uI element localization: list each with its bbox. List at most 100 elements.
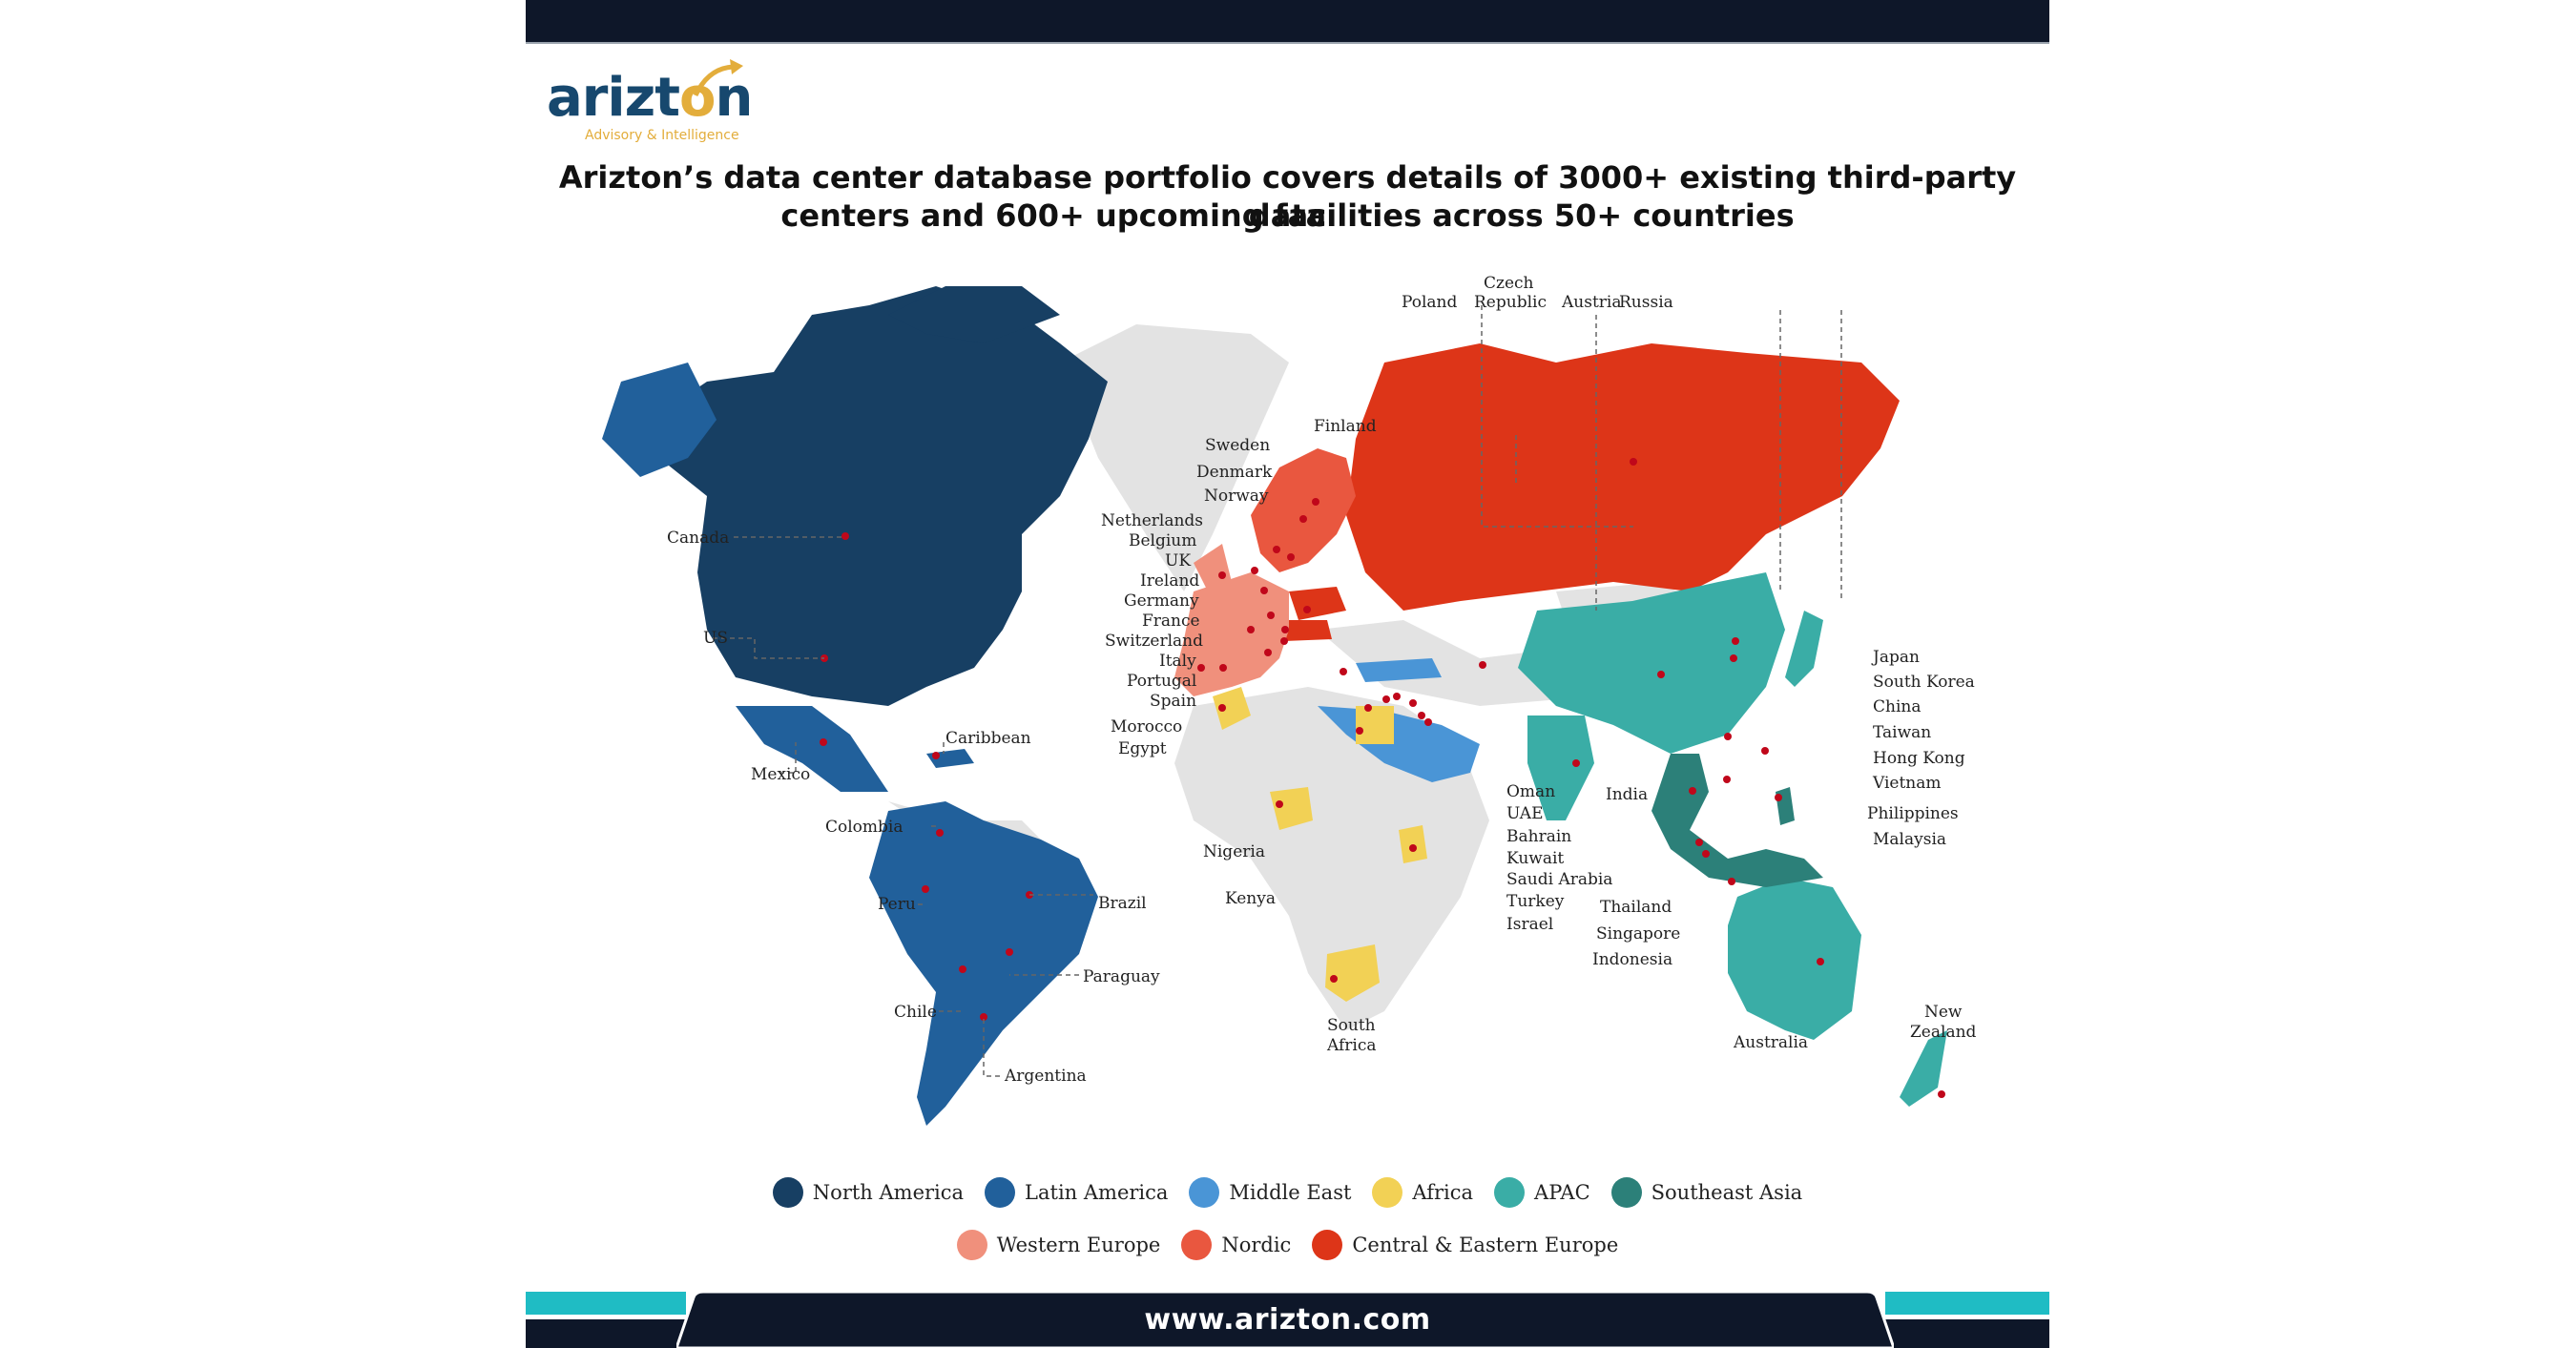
svg-text:Africa: Africa	[1326, 1036, 1377, 1055]
svg-text:Poland: Poland	[1402, 293, 1458, 312]
svg-text:Caribbean: Caribbean	[945, 729, 1031, 748]
legend-item-southeast-asia[interactable]: Southeast Asia	[1610, 1177, 1802, 1208]
region-uk-ireland[interactable]	[1194, 544, 1232, 591]
svg-text:Norway: Norway	[1204, 487, 1269, 506]
svg-text:China: China	[1873, 697, 1921, 716]
svg-text:France: France	[1142, 612, 1200, 631]
footer-stripe-right	[1885, 1292, 2049, 1315]
svg-text:Denmark: Denmark	[1196, 463, 1273, 482]
svg-text:Malaysia: Malaysia	[1873, 830, 1946, 849]
svg-text:Morocco: Morocco	[1111, 717, 1182, 736]
arizton-logo[interactable]: arizton Advisory & Intelligence	[547, 59, 766, 151]
region-southeast-asia[interactable]	[1652, 754, 1823, 887]
region-nordic[interactable]	[1251, 448, 1356, 572]
svg-text:Singapore: Singapore	[1596, 924, 1680, 944]
region-russia[interactable]	[1346, 343, 1900, 611]
svg-text:Czech: Czech	[1484, 274, 1534, 293]
svg-text:Netherlands: Netherlands	[1101, 511, 1203, 530]
region-china[interactable]	[1518, 572, 1785, 754]
region-new-zealand[interactable]	[1900, 1030, 1947, 1107]
svg-text:Turkey: Turkey	[1506, 892, 1565, 911]
legend-swatch	[1312, 1230, 1343, 1260]
svg-text:Peru: Peru	[878, 895, 916, 914]
svg-text:Bahrain: Bahrain	[1506, 827, 1571, 846]
region-egypt[interactable]	[1356, 706, 1394, 744]
svg-text:Germany: Germany	[1124, 591, 1199, 611]
svg-text:Israel: Israel	[1506, 915, 1553, 934]
page-title-line-2: centers and 600+ upcoming facilities acr…	[780, 197, 1795, 234]
region-canada-arctic	[888, 286, 1060, 343]
svg-text:Spain: Spain	[1150, 692, 1196, 711]
world-map: Canada US Mexico Caribbean Colombia Peru…	[602, 274, 1977, 1126]
svg-text:Brazil: Brazil	[1098, 894, 1147, 913]
svg-text:US: US	[703, 629, 728, 648]
svg-text:Nigeria: Nigeria	[1203, 842, 1265, 861]
svg-text:Paraguay: Paraguay	[1083, 967, 1160, 986]
legend-row-2: Western Europe Nordic Central & Eastern …	[526, 1230, 2049, 1260]
region-south-america[interactable]	[869, 801, 1098, 1126]
svg-text:Egypt: Egypt	[1118, 739, 1167, 758]
region-japan[interactable]	[1785, 611, 1823, 687]
svg-text:Colombia: Colombia	[825, 818, 904, 837]
region-morocco[interactable]	[1213, 687, 1251, 730]
svg-text:Australia: Australia	[1733, 1033, 1808, 1052]
region-india[interactable]	[1527, 715, 1594, 820]
svg-text:Kuwait: Kuwait	[1506, 849, 1564, 868]
svg-text:Zealand: Zealand	[1910, 1023, 1977, 1042]
svg-text:Taiwan: Taiwan	[1873, 723, 1931, 742]
svg-text:Oman: Oman	[1506, 782, 1555, 801]
svg-text:New: New	[1924, 1003, 1963, 1022]
leader-lines	[713, 305, 1842, 1077]
legend-swatch	[1610, 1177, 1642, 1208]
country-labels: Canada US Mexico Caribbean Colombia Peru…	[667, 274, 1977, 1086]
svg-text:Indonesia: Indonesia	[1592, 950, 1672, 969]
svg-text:Vietnam: Vietnam	[1872, 774, 1942, 793]
svg-text:Austria: Austria	[1561, 293, 1621, 312]
logo-tagline: Advisory & Intelligence	[585, 128, 739, 143]
region-poland[interactable]	[1289, 587, 1346, 620]
footer-tab	[676, 1292, 1894, 1348]
logo-wordmark: arizton	[547, 67, 753, 129]
svg-text:Japan: Japan	[1871, 648, 1920, 667]
legend-item-apac[interactable]: APAC	[1494, 1177, 1590, 1208]
legend-item-western-europe[interactable]: Western Europe	[956, 1230, 1160, 1260]
region-turkey[interactable]	[1356, 658, 1442, 682]
svg-text:Portugal: Portugal	[1127, 672, 1196, 691]
website-link[interactable]: www.arizton.com	[1144, 1303, 1431, 1337]
region-nigeria[interactable]	[1270, 787, 1313, 830]
region-australia[interactable]	[1728, 878, 1861, 1040]
svg-text:South Korea: South Korea	[1873, 673, 1975, 692]
svg-text:Thailand: Thailand	[1600, 898, 1672, 917]
svg-text:Saudi Arabia: Saudi Arabia	[1506, 870, 1612, 889]
svg-text:Philippines: Philippines	[1867, 804, 1959, 823]
svg-text:Chile: Chile	[894, 1003, 937, 1022]
svg-text:Mexico: Mexico	[751, 765, 810, 784]
svg-text:Kenya: Kenya	[1225, 889, 1276, 908]
svg-text:Canada: Canada	[667, 529, 729, 548]
legend-item-africa[interactable]: Africa	[1372, 1177, 1473, 1208]
data-center-markers	[820, 458, 1945, 1098]
legend-item-north-america[interactable]: North America	[772, 1177, 964, 1208]
legend-swatch	[1181, 1230, 1213, 1260]
svg-text:Russia: Russia	[1619, 293, 1673, 312]
legend-item-middle-east[interactable]: Middle East	[1189, 1177, 1351, 1208]
region-czech-austria[interactable]	[1279, 620, 1332, 641]
legend-item-nordic[interactable]: Nordic	[1181, 1230, 1291, 1260]
svg-text:India: India	[1606, 785, 1648, 804]
legend-item-latin-america[interactable]: Latin America	[985, 1177, 1168, 1208]
page-title-line-1: Arizton’s data center database portfolio…	[558, 159, 2017, 234]
region-mexico[interactable]	[736, 706, 888, 792]
footer-stripe-left	[526, 1292, 686, 1315]
region-south-africa[interactable]	[1325, 944, 1380, 1002]
region-alaska	[602, 363, 717, 477]
svg-text:Belgium: Belgium	[1129, 531, 1196, 550]
legend-swatch	[985, 1177, 1016, 1208]
svg-text:Ireland: Ireland	[1140, 571, 1199, 591]
svg-text:Hong Kong: Hong Kong	[1873, 749, 1965, 768]
region-philippines[interactable]	[1776, 787, 1795, 825]
svg-text:UK: UK	[1165, 551, 1191, 570]
svg-text:Sweden: Sweden	[1205, 436, 1270, 455]
legend-item-central-eastern-europe[interactable]: Central & Eastern Europe	[1312, 1230, 1618, 1260]
legend-row-1: North America Latin America Middle East …	[526, 1177, 2049, 1208]
region-north-america[interactable]	[650, 286, 1108, 706]
